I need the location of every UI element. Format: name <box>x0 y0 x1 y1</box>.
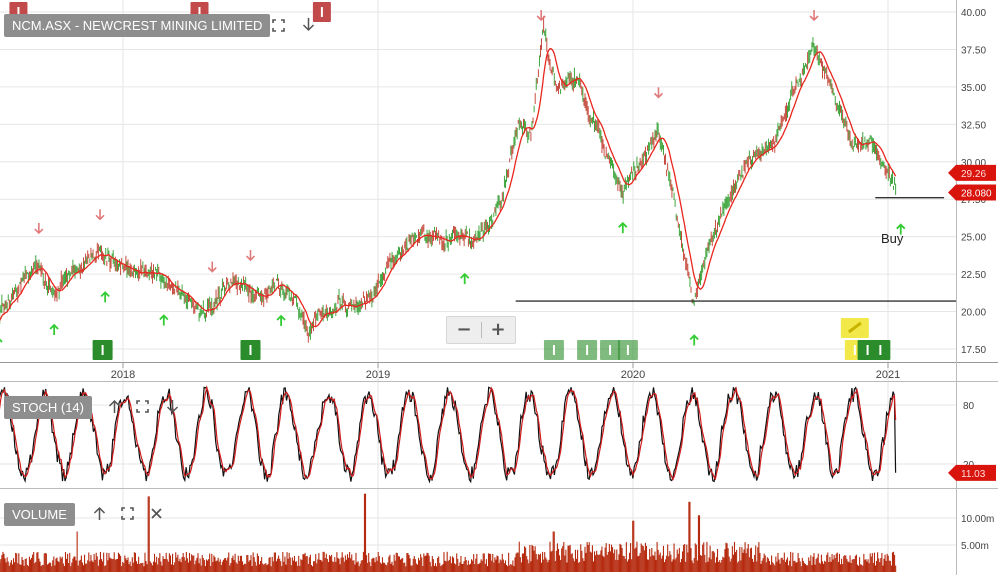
stoch-value-tag-bg <box>948 464 996 481</box>
stoch-pane-title[interactable]: STOCH (14) <box>4 396 92 419</box>
bottom-marker-glyph <box>866 345 869 355</box>
buy-arrow <box>159 314 169 326</box>
signal-arrows <box>0 10 906 346</box>
buy-arrow <box>689 334 699 346</box>
price-tick-label: 27.50 <box>961 195 986 206</box>
buy-arrow <box>49 323 59 336</box>
sell-arrow <box>95 209 105 221</box>
sell-arrow <box>653 87 664 99</box>
arrow-up-icon[interactable] <box>93 506 106 524</box>
main-pane-title[interactable]: NCM.ASX - NEWCREST MINING LIMITED <box>4 14 271 37</box>
bottom-marker-glyph <box>626 345 629 355</box>
ma-price-tag-bg <box>948 164 996 181</box>
close-price-tag: 28.080 <box>961 189 992 200</box>
close-price-tag-bg <box>948 184 996 201</box>
stoch-value-tag: 11.03 <box>961 469 986 480</box>
ma-price-tag: 29.26 <box>961 169 986 180</box>
price-tick-label: 20.00 <box>961 308 986 319</box>
buy-arrow <box>100 291 110 303</box>
price-tick-label: 25.00 <box>961 233 986 244</box>
fullscreen-icon-glyph <box>121 507 134 520</box>
bottom-marker-glyph <box>853 345 856 355</box>
price-tick-label: 37.50 <box>961 45 986 56</box>
price-tick-label: 22.50 <box>961 270 986 281</box>
time-tick-label: 2018 <box>111 369 135 381</box>
bottom-marker-glyph <box>586 345 589 355</box>
zoom-controls: − + <box>446 316 516 344</box>
time-tick-label: 2020 <box>621 369 645 381</box>
bottom-marker-glyph <box>552 345 555 355</box>
volume-tick-label: 10.00m <box>961 514 994 525</box>
price-tick-label: 30.00 <box>961 158 986 169</box>
volume-tick-label: 5.00m <box>961 541 989 552</box>
bottom-marker-glyph <box>249 345 252 355</box>
bottom-marker-glyph <box>879 345 882 355</box>
stoch-tick-label: 80 <box>963 401 975 412</box>
horizontal-lines <box>515 197 956 302</box>
buy-arrow <box>896 223 906 235</box>
close-glyph <box>151 508 162 519</box>
moving-average <box>0 48 897 328</box>
sell-arrow <box>809 10 819 22</box>
bottom-marker-glyph <box>101 345 104 355</box>
volume-pane-title[interactable]: VOLUME <box>4 503 75 526</box>
fullscreen-icon[interactable] <box>121 507 134 523</box>
zoom-in-button[interactable]: + <box>490 319 506 340</box>
zoom-out-button[interactable]: − <box>456 319 472 340</box>
price-tick-label: 35.00 <box>961 83 986 94</box>
fullscreen-icon-glyph <box>272 19 285 32</box>
chart-grid <box>0 0 956 572</box>
arrow-down-icon[interactable] <box>166 399 179 417</box>
moving-average-line <box>0 48 897 328</box>
top-marker-glyph <box>17 7 20 17</box>
time-tick-label: 2021 <box>876 369 900 381</box>
sell-arrow <box>34 223 44 235</box>
arrow-down-glyph <box>166 400 179 414</box>
top-marker-glyph <box>198 7 201 17</box>
event-markers <box>9 2 891 360</box>
sell-arrow <box>536 10 546 22</box>
price-candles <box>0 15 897 343</box>
stoch-d-line <box>0 385 897 481</box>
buy-arrow <box>0 338 3 343</box>
buy-arrow <box>618 221 628 234</box>
stoch-lines <box>0 385 897 484</box>
fullscreen-icon-glyph <box>136 400 149 413</box>
volume-bars <box>0 493 897 572</box>
bottom-marker-glyph <box>609 345 612 355</box>
axis-labels: 17.50 20.00 22.50 25.00 27.50 30.00 32.50 35.00… <box>111 8 995 552</box>
fullscreen-icon[interactable] <box>272 19 285 35</box>
buy-arrow <box>276 314 286 327</box>
price-tick-label: 17.50 <box>961 345 986 356</box>
arrow-down-glyph <box>302 18 315 32</box>
buy-arrow <box>460 272 470 285</box>
pencil-icon <box>847 321 862 334</box>
arrow-up-glyph <box>93 506 106 520</box>
fullscreen-icon[interactable] <box>136 400 149 416</box>
top-marker-glyph <box>320 7 323 17</box>
arrow-up-icon[interactable] <box>108 399 121 417</box>
close-icon[interactable] <box>150 507 163 523</box>
price-tick-label: 32.50 <box>961 120 986 131</box>
price-tags: 29.26 28.080 11.03 <box>948 164 996 481</box>
arrow-up-glyph <box>108 399 121 413</box>
time-tick-label: 2019 <box>366 369 390 381</box>
sell-arrow <box>245 250 256 262</box>
sell-arrow <box>207 261 217 273</box>
price-tick-label: 40.00 <box>961 8 986 19</box>
stoch-k-line <box>0 386 897 484</box>
buy-annotation: Buy <box>881 231 904 246</box>
arrow-down-icon[interactable] <box>302 17 315 35</box>
zoom-separator <box>481 322 482 338</box>
